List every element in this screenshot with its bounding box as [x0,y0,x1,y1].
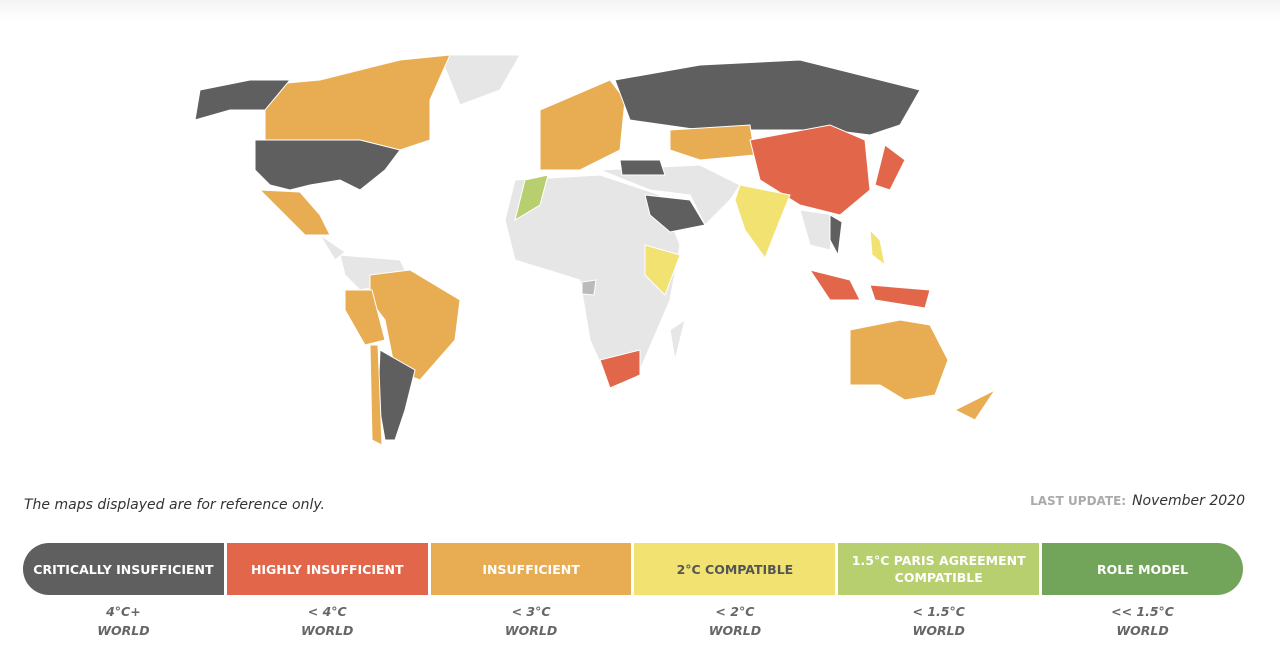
legend-scope: WORLD [301,623,354,638]
legend-item: ROLE MODEL << 1.5°C WORLD [1042,543,1243,640]
legend-scope: WORLD [912,623,965,638]
legend-threshold: < 2°C [715,604,755,619]
legend-swatch: HIGHLY INSUFFICIENT [226,543,428,595]
legend-swatch: ROLE MODEL [1042,543,1243,595]
world-map [194,54,997,446]
legend-swatch: INSUFFICIENT [430,543,632,595]
legend-item: 1.5°C PARIS AGREEMENT COMPATIBLE < 1.5°C W… [838,543,1040,640]
legend-swatch: CRITICALLY INSUFFICIENT [23,543,224,595]
legend-item: CRITICALLY INSUFFICIENT 4°C+ WORLD [23,543,224,640]
last-update-value: November 2020 [1132,493,1245,509]
legend-scope: WORLD [1116,623,1169,638]
legend-item: HIGHLY INSUFFICIENT < 4°C WORLD [226,543,428,640]
legend-scope: WORLD [504,623,558,638]
map-note: The maps displayed are for reference onl… [24,497,325,513]
last-update-label: LAST UPDATE: [1030,494,1127,508]
legend-swatch: 1.5°C PARIS AGREEMENT COMPATIBLE [838,543,1040,595]
legend-item: 2°C COMPATIBLE < 2°C WORLD [634,543,836,640]
legend-threshold: << 1.5°C [1111,604,1174,619]
legend-scope: WORLD [97,623,150,638]
last-update: LAST UPDATE: November 2020 [1030,493,1245,509]
legend-threshold: 4°C+ [106,604,141,619]
legend-threshold: < 1.5°C [912,604,965,619]
legend-swatch: 2°C COMPATIBLE [634,543,836,595]
legend-item: INSUFFICIENT < 3°C WORLD [430,543,632,640]
legend-scope: WORLD [708,623,762,638]
legend-threshold: < 4°C [307,604,347,619]
legend: CRITICALLY INSUFFICIENT 4°C+ WORLD HIGHLY I… [23,543,1243,640]
legend-threshold: < 3°C [511,604,551,619]
